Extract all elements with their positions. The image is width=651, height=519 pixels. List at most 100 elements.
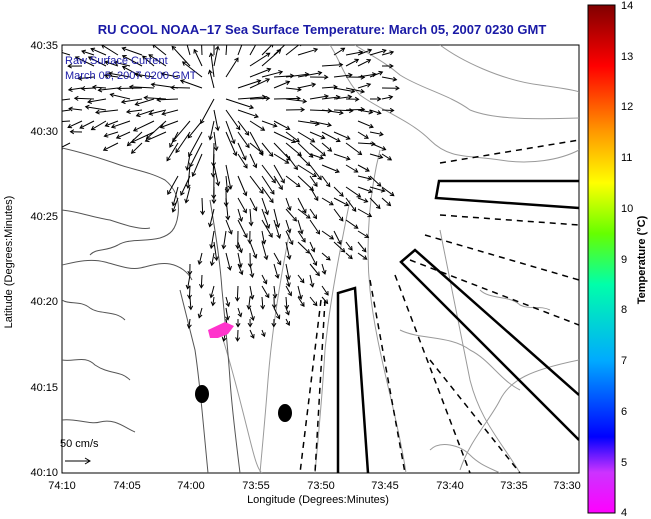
- current-vector-head: [327, 122, 332, 128]
- current-vector-head: [389, 63, 394, 69]
- current-vector-head: [348, 245, 353, 251]
- current-vector: [149, 109, 167, 115]
- current-vector-head: [252, 206, 258, 212]
- current-vector-head: [278, 185, 283, 191]
- current-vector: [98, 87, 119, 91]
- current-vector-head: [125, 109, 131, 115]
- current-vector: [285, 285, 292, 296]
- current-vector: [297, 120, 319, 125]
- current-vector: [249, 197, 257, 211]
- current-vector: [148, 54, 167, 67]
- current-vector: [369, 142, 386, 151]
- current-vector-head: [376, 182, 382, 187]
- current-vector: [297, 274, 305, 283]
- current-vector: [249, 153, 257, 168]
- current-vector-head: [167, 190, 172, 196]
- current-vector: [157, 98, 179, 101]
- current-vector-head: [209, 244, 215, 250]
- colorbar-tick-label: 4: [621, 507, 627, 519]
- current-vector: [273, 45, 286, 56]
- current-vector: [186, 45, 191, 56]
- current-vector: [321, 142, 332, 152]
- current-vector-head: [227, 265, 232, 271]
- current-vector: [321, 285, 329, 296]
- current-vector: [127, 131, 143, 146]
- current-vector-head: [364, 134, 369, 139]
- current-vector-head: [181, 61, 187, 66]
- current-vector-head: [315, 271, 320, 277]
- current-vector-head: [262, 279, 268, 285]
- current-vector-head: [389, 107, 395, 113]
- current-vector: [369, 197, 381, 209]
- current-vector-head: [389, 191, 395, 197]
- current-vector-head: [238, 217, 244, 223]
- current-vector: [381, 76, 397, 81]
- current-vector-head: [184, 38, 188, 42]
- current-vector-head: [57, 98, 61, 102]
- current-vector-head: [285, 310, 290, 316]
- current-vector-head: [379, 131, 384, 137]
- current-vector-head: [197, 260, 203, 266]
- current-vector-head: [305, 249, 311, 254]
- current-vector: [369, 175, 382, 187]
- x-ticks: 74:10 74:05 74:00 73:55 73:50 73:45 73:4…: [48, 480, 581, 492]
- current-vector-head: [265, 95, 271, 101]
- current-vector: [237, 80, 261, 89]
- current-vector-head: [292, 216, 298, 222]
- current-vector: [193, 49, 203, 67]
- current-vector: [381, 51, 394, 56]
- current-vector: [309, 95, 329, 100]
- current-vector-head: [321, 269, 327, 275]
- current-vector-head: [141, 55, 147, 61]
- current-vector: [321, 109, 343, 114]
- current-vector: [273, 175, 283, 190]
- current-vector-head: [213, 146, 219, 152]
- current-vector: [212, 153, 215, 177]
- current-vector: [285, 98, 307, 102]
- current-vector: [249, 175, 264, 194]
- current-vector: [381, 186, 395, 197]
- current-vector: [213, 164, 219, 186]
- current-vector-head: [199, 37, 203, 41]
- current-vector-head: [67, 87, 73, 92]
- current-vector: [273, 263, 279, 279]
- current-vector: [261, 274, 267, 284]
- current-vector: [249, 68, 271, 78]
- current-vector-head: [87, 99, 92, 104]
- current-vector: [321, 64, 343, 67]
- current-vector-head: [272, 122, 278, 128]
- current-vector: [297, 48, 318, 56]
- current-vector: [261, 197, 269, 215]
- current-vector-head: [121, 55, 127, 60]
- current-vector: [261, 49, 281, 67]
- current-vector-head: [378, 154, 384, 160]
- current-vector-head: [130, 138, 136, 144]
- current-vector: [321, 175, 331, 187]
- inset-label-2: March 05, 2007 0200 GMT: [65, 70, 197, 82]
- current-vector: [225, 307, 229, 320]
- current-vector: [237, 307, 242, 317]
- colorbar-tick-label: 12: [621, 101, 633, 113]
- current-vector-head: [298, 294, 303, 300]
- current-vector-head: [260, 332, 266, 338]
- current-vector-head: [214, 45, 220, 51]
- current-vector-head: [367, 188, 373, 194]
- current-vector: [333, 109, 353, 112]
- current-vector-head: [286, 206, 292, 212]
- current-vector-head: [84, 104, 90, 110]
- current-vector: [62, 109, 71, 112]
- current-vector-head: [210, 172, 216, 178]
- current-vector-head: [188, 305, 194, 311]
- current-vector: [345, 51, 363, 56]
- current-vector: [285, 73, 309, 78]
- current-vector: [200, 98, 215, 124]
- current-vector: [309, 263, 320, 276]
- current-vector-head: [315, 229, 321, 235]
- current-vector: [309, 120, 332, 126]
- current-vector-head: [103, 73, 109, 79]
- current-vector: [213, 241, 218, 261]
- current-vector-head: [312, 301, 318, 307]
- current-vector-head: [250, 333, 255, 339]
- current-vector: [188, 318, 191, 329]
- current-vector-head: [278, 70, 284, 75]
